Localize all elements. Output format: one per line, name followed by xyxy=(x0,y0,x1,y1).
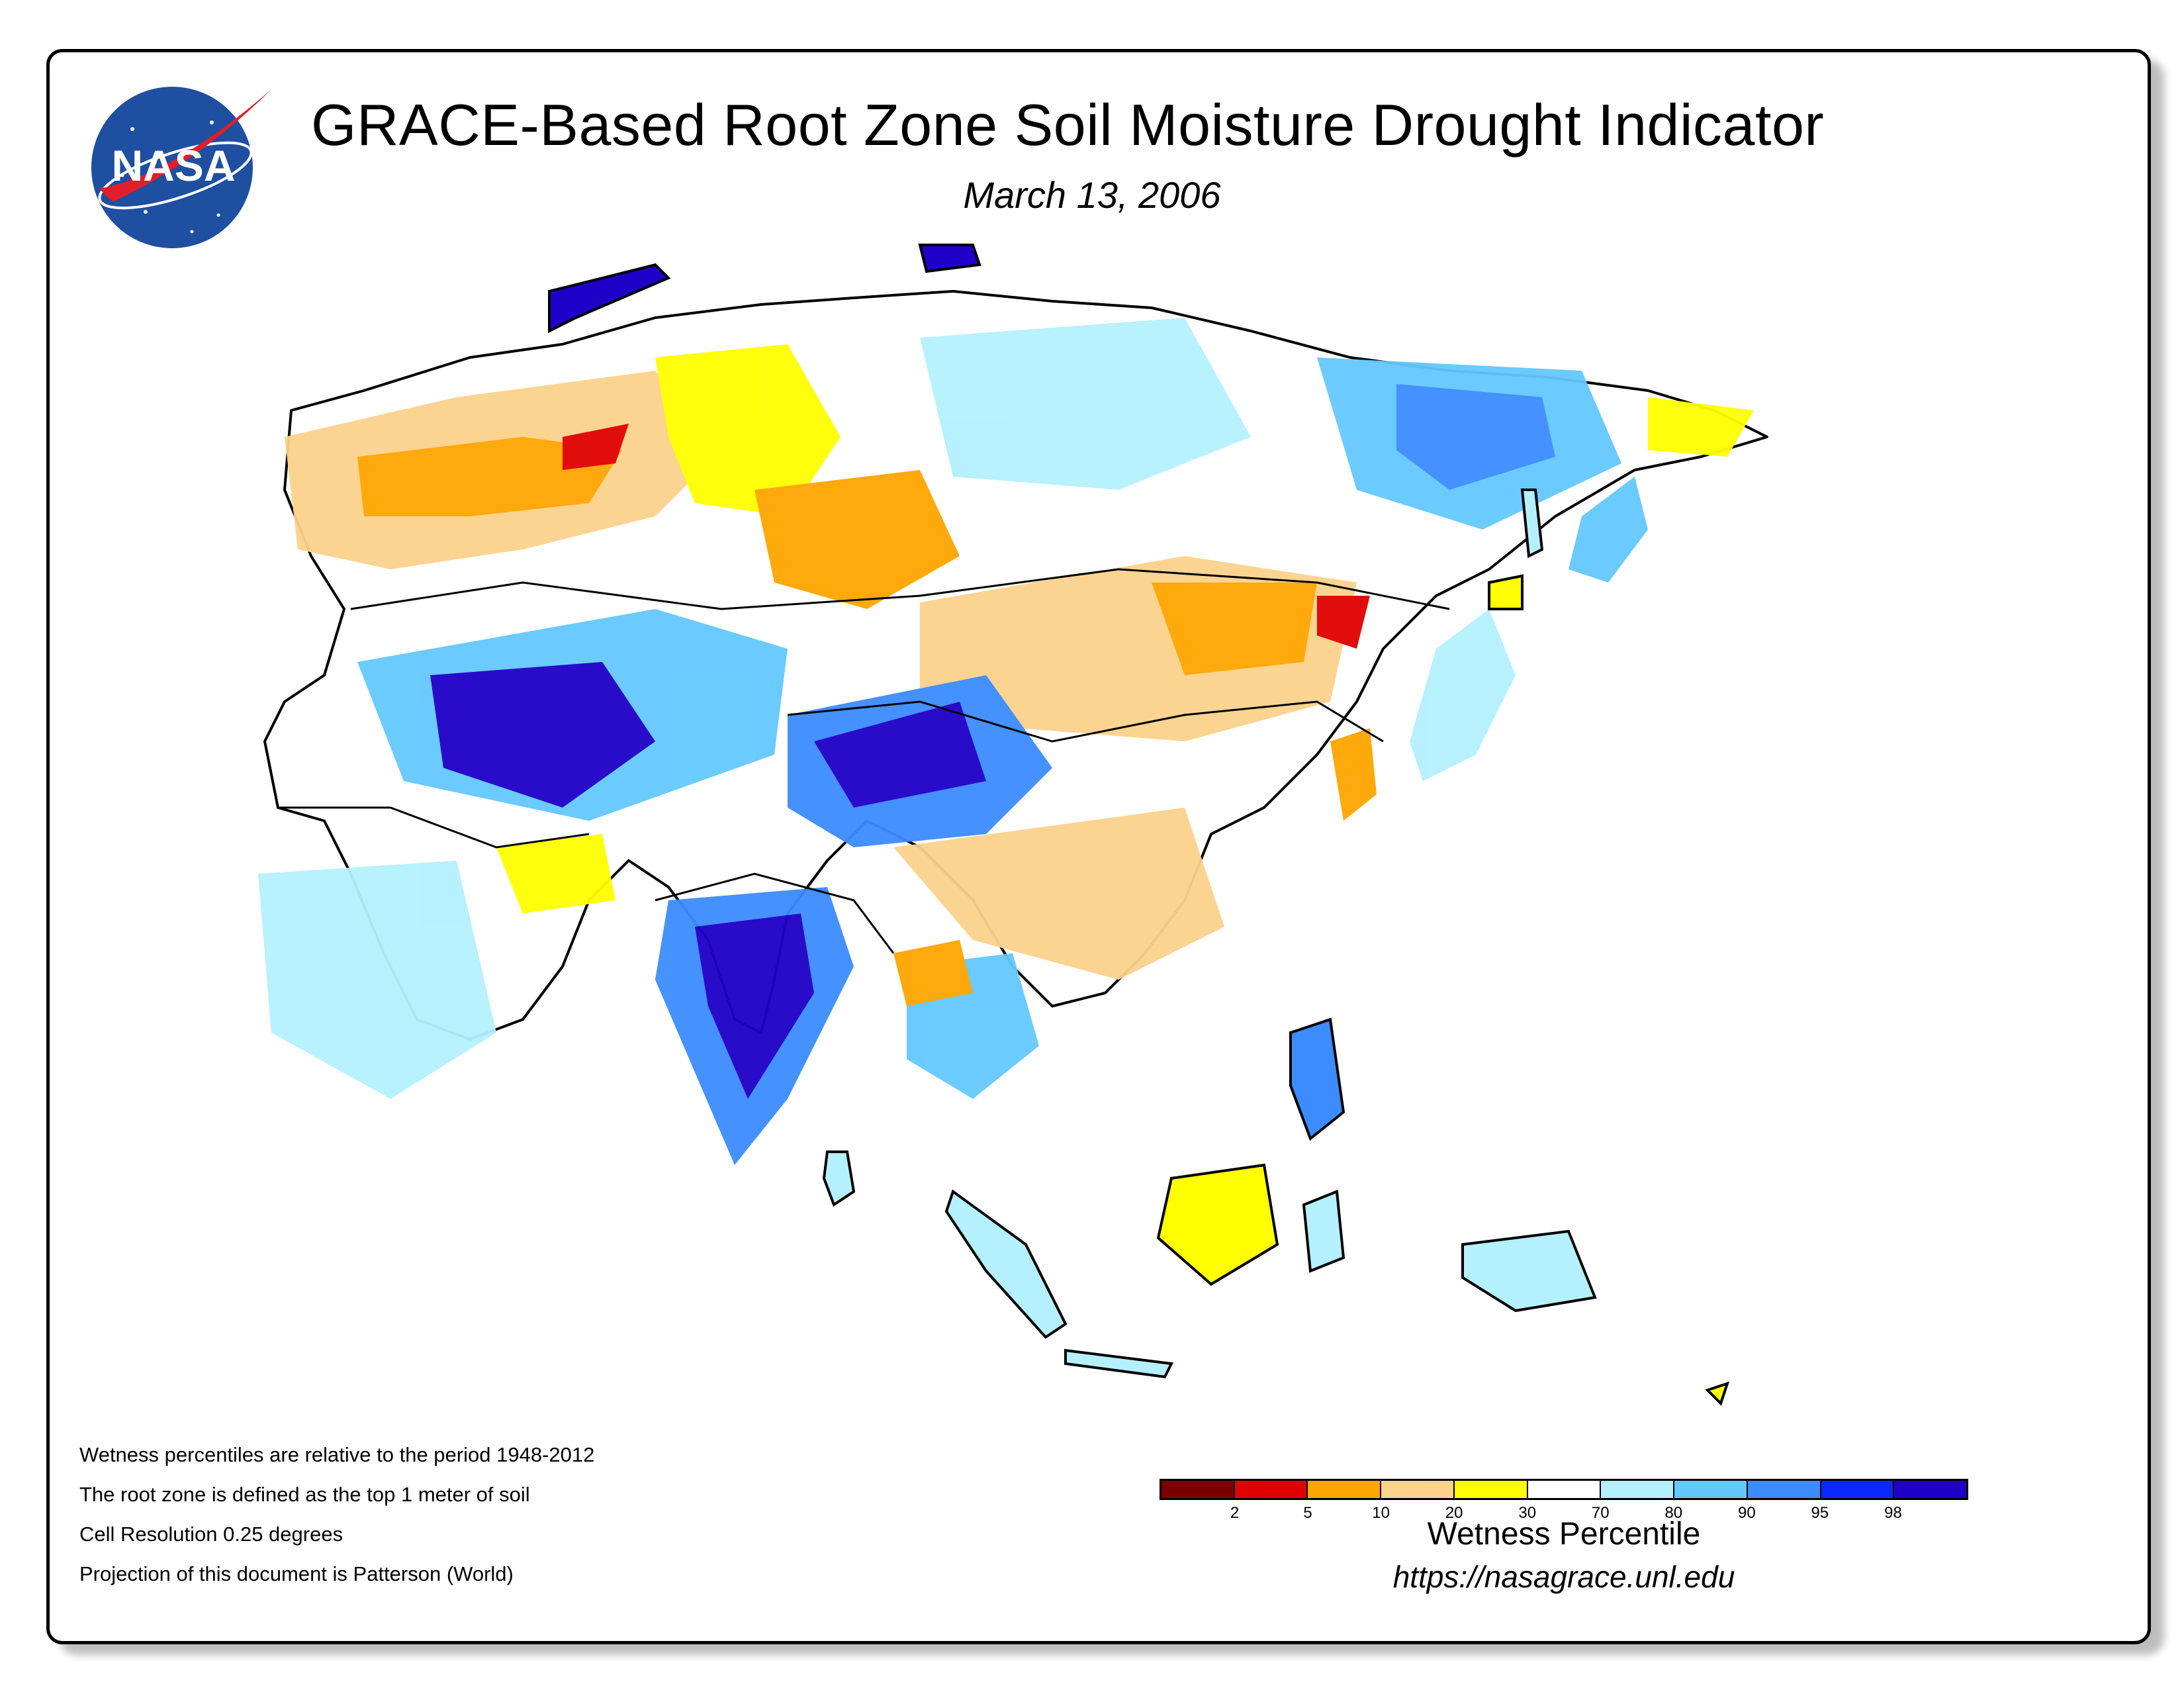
border-middle-east xyxy=(278,806,590,849)
region-korea xyxy=(1330,728,1377,821)
legend-tick-label: 5 xyxy=(1303,1504,1312,1522)
note-projection: Projection of this document is Patterson… xyxy=(79,1562,514,1585)
map-notes: Wetness percentiles are relative to the … xyxy=(79,1443,594,1602)
island-sulawesi xyxy=(1302,1190,1345,1273)
legend-swatch xyxy=(1821,1481,1895,1498)
island-borneo xyxy=(1156,1163,1279,1286)
region-central-siberia xyxy=(920,318,1251,490)
legend-color-bar xyxy=(1160,1479,1968,1500)
region-iran-yellow xyxy=(496,834,615,914)
region-ural-yellow xyxy=(655,344,841,516)
island-novaya-zemlya xyxy=(548,263,671,334)
region-india-core xyxy=(695,914,814,1099)
legend-ticks: 2 5 10 20 30 70 80 90 95 98 xyxy=(1160,1500,1968,1523)
island-sri-lanka xyxy=(822,1150,856,1207)
map-title: GRACE-Based Root Zone Soil Moisture Drou… xyxy=(311,92,1825,158)
island-philippines xyxy=(1289,1017,1345,1141)
region-western-russia-core xyxy=(357,437,622,516)
legend-swatch xyxy=(1527,1481,1602,1498)
legend: 2 5 10 20 30 70 80 90 95 98 xyxy=(1160,1479,1968,1523)
border-russia-south xyxy=(350,568,1450,610)
legend-swatch xyxy=(1234,1481,1308,1498)
region-chukotka xyxy=(1648,397,1754,457)
island-severnaya-zemlya xyxy=(918,244,981,273)
region-kamchatka xyxy=(1569,477,1648,583)
legend-tick-label: 70 xyxy=(1591,1504,1610,1522)
region-japan xyxy=(1410,609,1516,781)
source-url: https://nasagrace.unl.edu xyxy=(1392,1560,1735,1594)
border-india xyxy=(655,872,895,954)
region-arabia xyxy=(258,861,496,1099)
logo-text: NASA xyxy=(111,141,235,190)
nasa-logo: NASA xyxy=(91,87,271,248)
legend-swatch xyxy=(1161,1481,1235,1498)
region-west-siberia xyxy=(754,470,960,609)
region-western-russia-hotspot xyxy=(563,424,629,470)
note-root-zone: The root zone is defined as the top 1 me… xyxy=(79,1483,530,1506)
legend-tick-label: 2 xyxy=(1230,1504,1240,1522)
legend-tick-label: 30 xyxy=(1518,1504,1537,1522)
legend-title: Wetness Percentile xyxy=(1427,1517,1701,1552)
legend-tick-label: 90 xyxy=(1738,1504,1756,1522)
region-mongolia-core xyxy=(1152,583,1317,675)
island-sakhalin xyxy=(1520,489,1544,559)
legend-tick-label: 95 xyxy=(1811,1504,1829,1522)
legend-tick-label: 98 xyxy=(1884,1504,1902,1522)
map-date: March 13, 2006 xyxy=(963,174,1221,216)
region-south-china xyxy=(893,808,1224,980)
legend-swatch xyxy=(1601,1481,1675,1498)
region-indochina-yellow xyxy=(893,940,973,1006)
island-java xyxy=(1064,1348,1174,1379)
region-manchuria-hotspot xyxy=(1317,596,1370,649)
legend-tick-label: 20 xyxy=(1445,1504,1463,1522)
island-sumatra xyxy=(944,1189,1068,1339)
legend-tick-label: 80 xyxy=(1664,1504,1683,1522)
legend-swatch xyxy=(1381,1481,1455,1498)
island-hokkaido xyxy=(1488,574,1524,610)
note-resolution: Cell Resolution 0.25 degrees xyxy=(79,1523,343,1546)
legend-swatch xyxy=(1454,1481,1528,1498)
legend-swatch xyxy=(1308,1481,1382,1498)
legend-swatch xyxy=(1894,1481,1967,1498)
island-new-guinea xyxy=(1461,1229,1597,1313)
island-new-zealand-north xyxy=(1705,1381,1730,1406)
note-percentile-period: Wetness percentiles are relative to the … xyxy=(79,1443,595,1466)
border-china xyxy=(787,700,1384,743)
region-caspian xyxy=(430,662,655,808)
drought-map xyxy=(258,244,1768,1406)
legend-swatch xyxy=(1674,1481,1748,1498)
region-eastern-siberia-core xyxy=(1396,384,1555,490)
legend-swatch xyxy=(1747,1481,1821,1498)
legend-tick-label: 10 xyxy=(1372,1504,1390,1522)
region-tibet-core xyxy=(814,702,986,808)
